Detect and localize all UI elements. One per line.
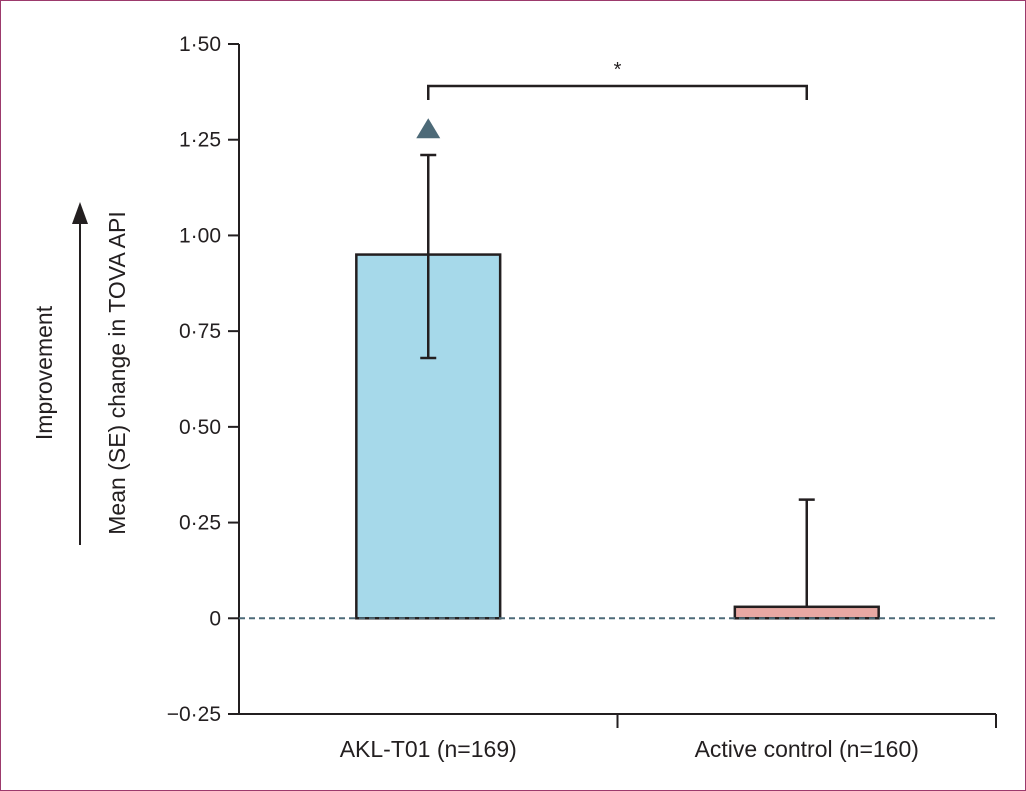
error-bars (420, 153, 815, 607)
y-tick-label: 0·25 (179, 512, 221, 535)
y-axis-title: Mean (SE) change in TOVA API (104, 211, 130, 534)
improvement-arrow-head (72, 202, 88, 224)
triangle-marker (416, 118, 441, 139)
y-tick-label: 1·00 (179, 224, 221, 247)
y-tick-label: 0·50 (179, 416, 221, 439)
y-tick-label: −0·25 (167, 703, 221, 726)
y-axis: −0·25 0 0·25 0·50 0·75 1·00 1·25 1·50 (167, 33, 240, 726)
x-tick-label: AKL-T01 (n=169) (340, 736, 517, 762)
y-tick-label: 1·50 (179, 33, 221, 56)
bar (733, 605, 880, 620)
improvement-indicator: Improvement (31, 202, 88, 545)
y-tick-label: 1·25 (179, 129, 221, 152)
improvement-label: Improvement (31, 305, 57, 440)
y-tick-label: 0 (209, 607, 221, 630)
y-tick-label: 0·75 (179, 320, 221, 343)
x-tick-label: Active control (n=160) (695, 736, 919, 762)
significance-bracket (427, 84, 808, 100)
annotations: * (416, 59, 808, 139)
x-axis: AKL-T01 (n=169) Active control (n=160) (239, 713, 997, 762)
significance-marker: * (614, 59, 622, 81)
bars (355, 253, 880, 620)
